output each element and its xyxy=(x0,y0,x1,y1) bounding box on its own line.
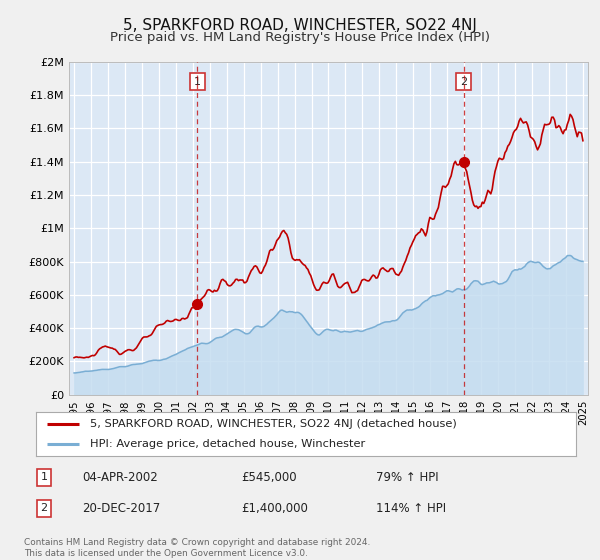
Text: 2: 2 xyxy=(41,503,47,514)
Text: 79% ↑ HPI: 79% ↑ HPI xyxy=(376,471,439,484)
Text: Contains HM Land Registry data © Crown copyright and database right 2024.
This d: Contains HM Land Registry data © Crown c… xyxy=(24,538,370,558)
Text: 04-APR-2002: 04-APR-2002 xyxy=(82,471,158,484)
Text: 1: 1 xyxy=(41,473,47,483)
Text: £545,000: £545,000 xyxy=(241,471,297,484)
Text: £1,400,000: £1,400,000 xyxy=(241,502,308,515)
Text: 20-DEC-2017: 20-DEC-2017 xyxy=(82,502,160,515)
Text: 114% ↑ HPI: 114% ↑ HPI xyxy=(376,502,446,515)
Text: 2: 2 xyxy=(460,77,467,87)
Text: Price paid vs. HM Land Registry's House Price Index (HPI): Price paid vs. HM Land Registry's House … xyxy=(110,31,490,44)
Text: 5, SPARKFORD ROAD, WINCHESTER, SO22 4NJ: 5, SPARKFORD ROAD, WINCHESTER, SO22 4NJ xyxy=(123,18,477,33)
Text: 5, SPARKFORD ROAD, WINCHESTER, SO22 4NJ (detached house): 5, SPARKFORD ROAD, WINCHESTER, SO22 4NJ … xyxy=(90,419,457,429)
Text: 1: 1 xyxy=(194,77,201,87)
Text: HPI: Average price, detached house, Winchester: HPI: Average price, detached house, Winc… xyxy=(90,439,365,449)
